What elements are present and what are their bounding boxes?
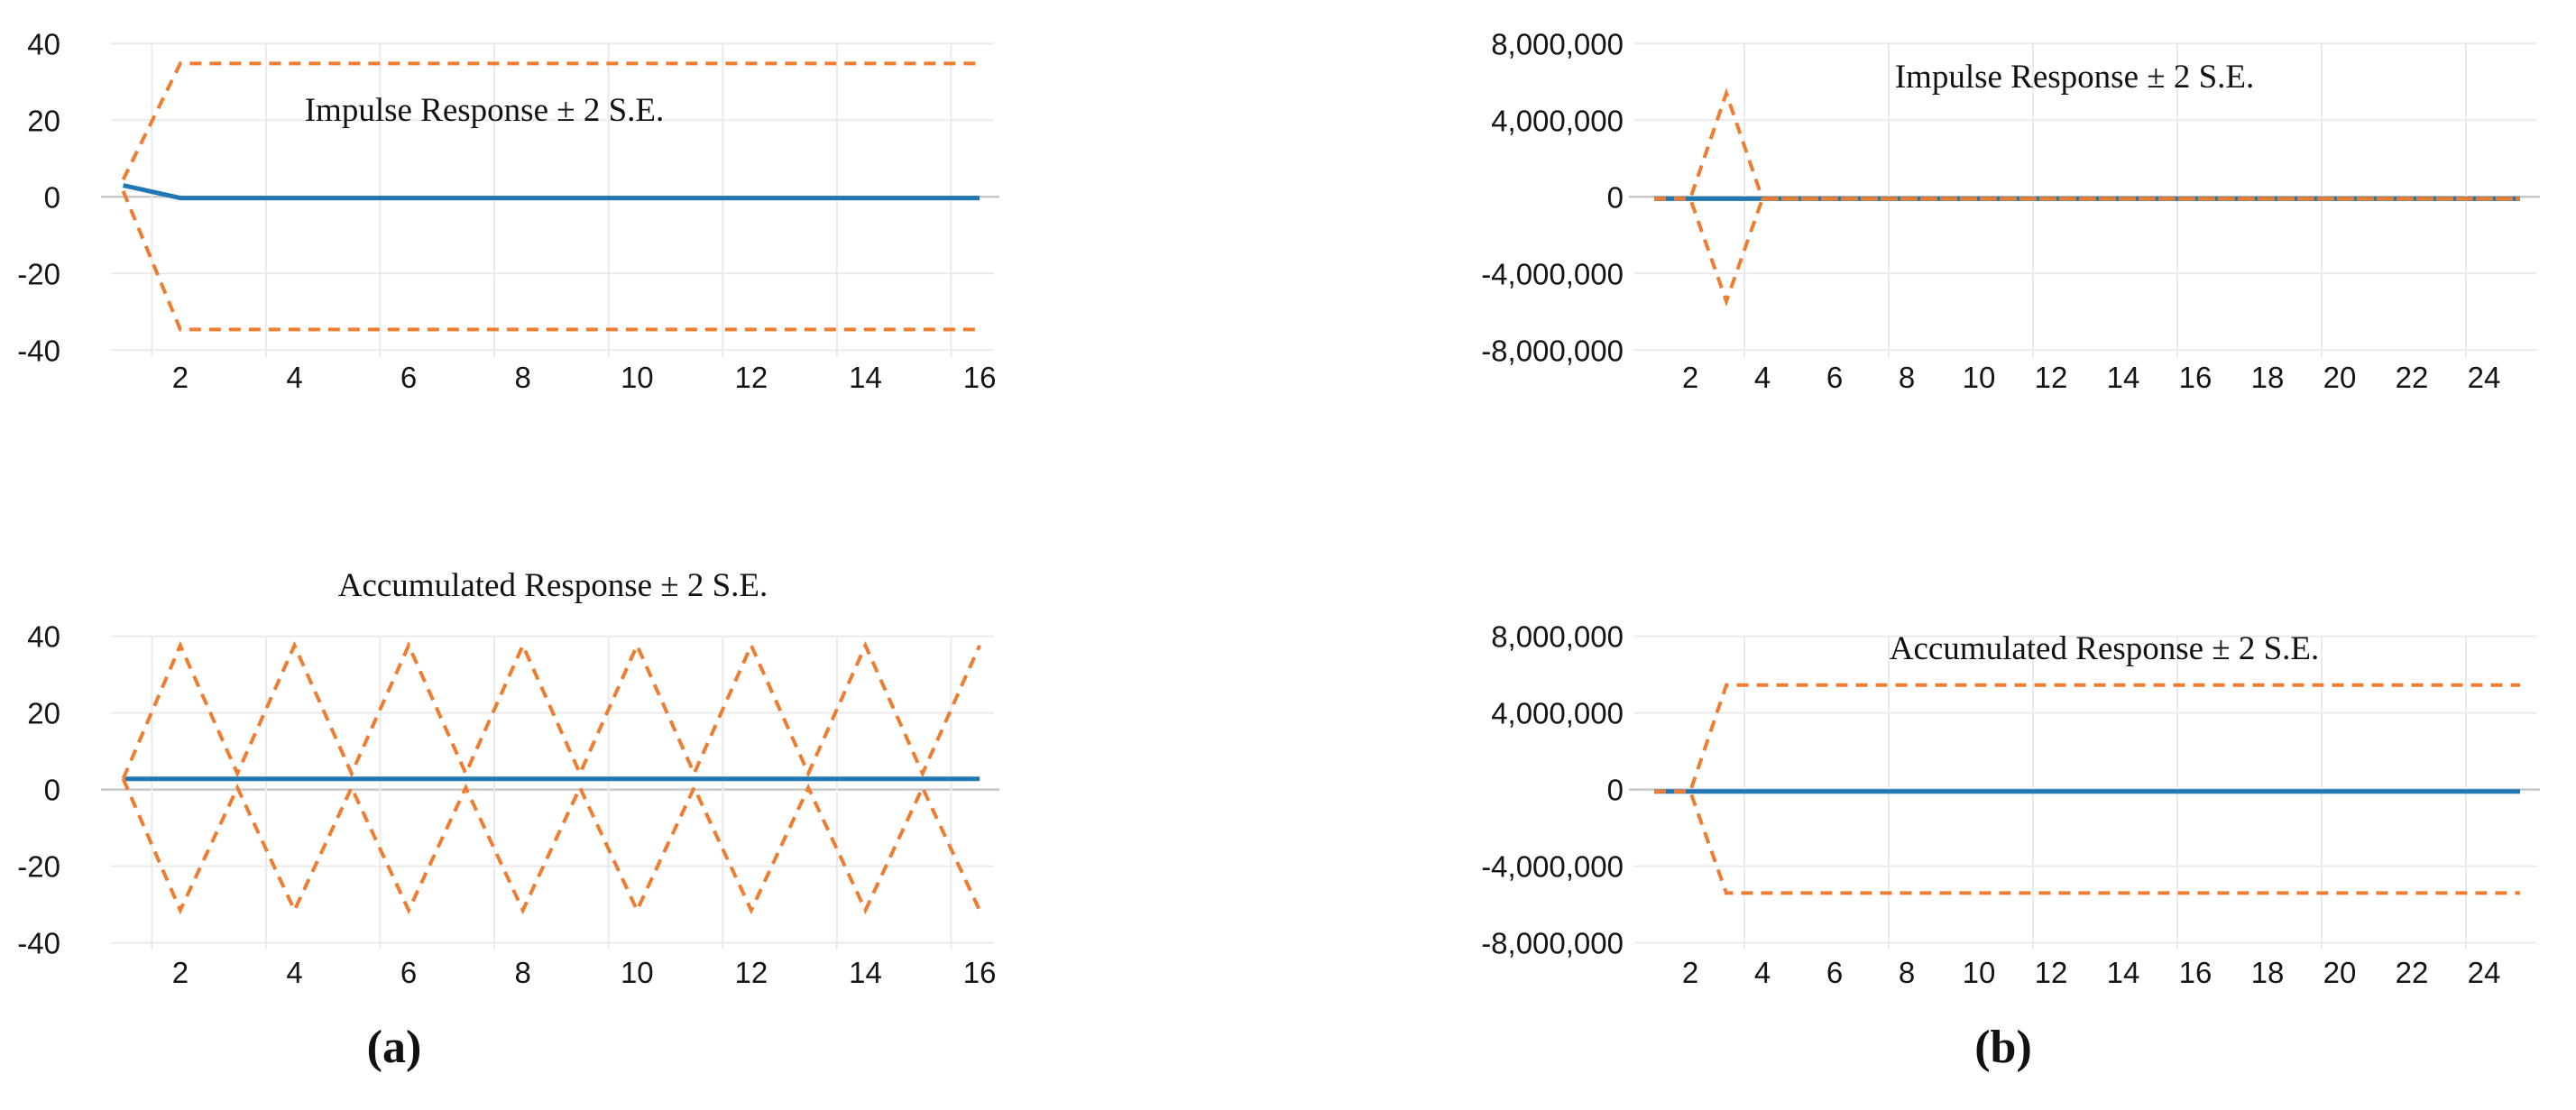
x-tick-label: 4 <box>1754 956 1771 989</box>
chart-title: Impulse Response ± 2 S.E. <box>1895 59 2255 96</box>
y-tick-label: 8,000,000 <box>1491 620 1624 654</box>
x-tick-label: 20 <box>2323 361 2357 394</box>
chart-accum_b: 8,000,000 4,000,000 0 -4,000,000 -8,000,000 2… <box>1481 620 2540 989</box>
x-tick-label: 4 <box>286 361 302 394</box>
x-tick-label: 12 <box>2035 956 2068 989</box>
x-tick-label: 8 <box>515 361 531 394</box>
y-tick-label: 0 <box>44 180 60 214</box>
x-tick-label: 2 <box>172 956 189 989</box>
chart-title: Impulse Response ± 2 S.E. <box>305 92 665 129</box>
2-s-e-line <box>121 61 980 181</box>
x-tick-label: 16 <box>2179 361 2213 394</box>
chart-impulse_a: 40 20 0 -20 -40 2 4 6 8 10 12 14 16 Impulse Response … <box>17 27 999 394</box>
x-tick-label: 12 <box>735 361 768 394</box>
x-tick-label: 14 <box>849 361 882 394</box>
y-tick-label: -20 <box>17 850 60 884</box>
x-tick-label: 16 <box>2179 956 2213 989</box>
x-tick-label: 12 <box>735 956 768 989</box>
x-tick-label: 24 <box>2468 361 2501 394</box>
x-tick-label: 12 <box>2035 361 2068 394</box>
x-tick-label: 14 <box>2107 956 2140 989</box>
x-tick-label: 10 <box>621 361 654 394</box>
x-tick-label: 2 <box>172 361 189 394</box>
y-tick-label: 20 <box>27 104 60 137</box>
2-s-e-line <box>121 190 980 332</box>
caption-b: (b) <box>1974 1022 2032 1073</box>
x-tick-label: 2 <box>1682 361 1698 394</box>
y-tick-label: -40 <box>17 927 60 960</box>
y-tick-label: -4,000,000 <box>1481 257 1624 290</box>
y-tick-label: 4,000,000 <box>1491 697 1624 730</box>
y-tick-label: 40 <box>27 620 60 654</box>
2-s-e-line <box>1654 197 2520 307</box>
y-tick-label: 4,000,000 <box>1491 104 1624 137</box>
y-tick-label: 8,000,000 <box>1491 27 1624 60</box>
x-tick-label: 24 <box>2468 956 2501 989</box>
2-s-e-line <box>121 640 981 780</box>
2-s-e-line <box>1654 87 2520 201</box>
x-tick-label: 14 <box>2107 361 2140 394</box>
y-tick-label: 20 <box>27 697 60 730</box>
y-tick-label: -40 <box>17 334 60 367</box>
y-tick-label: -4,000,000 <box>1481 850 1624 884</box>
x-tick-label: 8 <box>515 956 531 989</box>
2-s-e-line <box>1654 789 2520 895</box>
y-tick-label: 0 <box>1607 180 1624 214</box>
x-tick-label: 18 <box>2251 956 2285 989</box>
y-tick-label: -8,000,000 <box>1481 334 1624 367</box>
2-s-e-line <box>1654 683 2520 794</box>
y-tick-label: 40 <box>27 27 60 60</box>
x-tick-label: 16 <box>963 361 997 394</box>
x-tick-label: 10 <box>621 956 654 989</box>
chart-title: Accumulated Response ± 2 S.E. <box>338 567 768 604</box>
x-tick-label: 8 <box>1899 361 1915 394</box>
x-tick-label: 6 <box>1826 956 1843 989</box>
x-tick-label: 20 <box>2323 956 2357 989</box>
chart-impulse_b: 8,000,000 4,000,000 0 -4,000,000 -8,000,000 2… <box>1481 27 2540 394</box>
x-tick-label: 22 <box>2396 361 2429 394</box>
2-s-e-line <box>121 777 981 915</box>
y-tick-label: -20 <box>17 257 60 290</box>
x-tick-label: 14 <box>849 956 882 989</box>
chart-title: Accumulated Response ± 2 S.E. <box>1890 630 2320 667</box>
x-tick-label: 6 <box>1826 361 1843 394</box>
x-tick-label: 6 <box>400 956 417 989</box>
x-tick-label: 4 <box>1754 361 1771 394</box>
y-tick-label: 0 <box>44 774 60 807</box>
x-tick-label: 8 <box>1899 956 1915 989</box>
x-tick-label: 16 <box>963 956 997 989</box>
impulse-response-line <box>123 183 980 201</box>
caption-a: (a) <box>366 1022 422 1073</box>
chart-accum_a: 40 20 0 -20 -40 2 4 6 8 10 12 14 16 Accumulated Respo… <box>17 567 999 989</box>
y-tick-label: 0 <box>1607 774 1624 807</box>
x-tick-label: 18 <box>2251 361 2285 394</box>
x-tick-label: 4 <box>286 956 302 989</box>
x-tick-label: 2 <box>1682 956 1698 989</box>
x-tick-label: 6 <box>400 361 417 394</box>
x-tick-label: 22 <box>2396 956 2429 989</box>
x-tick-label: 10 <box>1963 361 1996 394</box>
x-tick-label: 10 <box>1963 956 1996 989</box>
y-tick-label: -8,000,000 <box>1481 927 1624 960</box>
